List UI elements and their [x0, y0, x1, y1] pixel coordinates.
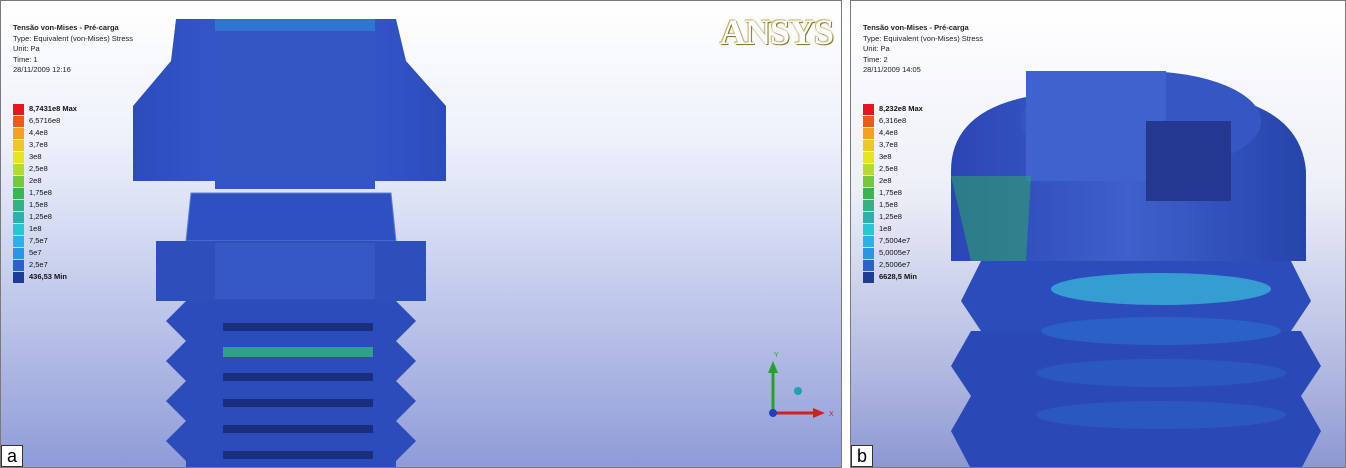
legend-label: 1,5e8: [29, 200, 48, 209]
axis-x-label: X: [829, 411, 834, 418]
legend-swatch: [863, 200, 874, 211]
axis-triad: [768, 361, 825, 418]
legend-label: 2e8: [879, 176, 892, 185]
legend-label: 2,5e8: [879, 164, 898, 173]
legend-label: 7,5004e7: [879, 236, 911, 245]
result-title: Tensão von-Mises - Pré-carga: [863, 23, 969, 32]
legend-swatch: [13, 236, 24, 247]
legend-label: 3,7e8: [29, 140, 48, 149]
legend-swatch: [13, 140, 24, 151]
legend-label: 1,5e8: [879, 200, 898, 209]
result-header-b: Tensão von-Mises - Pré-carga Type: Equiv…: [863, 23, 983, 76]
result-date: 28/11/2009 14:05: [863, 65, 921, 74]
legend-label: 6,5716e8: [29, 116, 61, 125]
legend-label: 4,4e8: [879, 128, 898, 137]
legend-label: 1e8: [879, 224, 892, 233]
legend-label: 1,75e8: [29, 188, 52, 197]
result-time: Time: 1: [13, 54, 38, 64]
legend-swatch: [863, 188, 874, 199]
thread-rings: [951, 261, 1321, 467]
legend-label: 8,232e8 Max: [879, 104, 923, 113]
legend-swatch: [863, 260, 874, 271]
legend-swatch: [863, 164, 874, 175]
panel-tag-a: a: [1, 445, 23, 467]
legend-swatch: [13, 248, 24, 259]
legend-swatch: [863, 248, 874, 259]
legend-swatch: [13, 272, 24, 283]
legend-label: 1,25e8: [879, 212, 902, 221]
result-time: Time: 2: [863, 54, 888, 64]
implant-cross-section-a: Y X: [133, 19, 834, 467]
legend-label: 2,5e8: [29, 164, 48, 173]
result-header-a: Tensão von-Mises - Pré-carga Type: Equiv…: [13, 23, 133, 76]
result-type: Type: Equivalent (von-Mises) Stress: [863, 33, 984, 43]
legend-swatch: [13, 188, 24, 199]
legend-swatch: [13, 128, 24, 139]
legend-swatch: [863, 128, 874, 139]
result-date: 28/11/2009 12:16: [13, 65, 71, 74]
implant-3d-view-b: [951, 71, 1321, 467]
panel-tag-b: b: [851, 445, 873, 467]
legend-label: 8,7431e8 Max: [29, 104, 77, 113]
fea-panel-b: Tensão von-Mises - Pré-carga Type: Equiv…: [850, 0, 1346, 468]
legend-swatch: [13, 176, 24, 187]
ansys-logo: ANSYS: [719, 12, 834, 52]
legend-label: 1e8: [29, 224, 42, 233]
legend-swatch: [13, 164, 24, 175]
legend-swatch: [863, 272, 874, 283]
legend-label: 7,5e7: [29, 236, 48, 245]
legend-label: 1,25e8: [29, 212, 52, 221]
legend-swatch: [13, 116, 24, 127]
legend-swatch: [13, 260, 24, 271]
legend-swatch: [863, 224, 874, 235]
result-type: Type: Equivalent (von-Mises) Stress: [13, 33, 134, 43]
legend-label: 6628,5 Min: [879, 272, 917, 281]
legend-label: 3e8: [879, 152, 892, 161]
legend-swatch: [863, 104, 874, 115]
legend-swatch: [863, 152, 874, 163]
legend-label: 1,75e8: [879, 188, 902, 197]
result-unit: Unit: Pa: [863, 44, 890, 53]
legend-swatch: [863, 236, 874, 247]
fea-panel-a: Y X Tensão von-Mises - Pré-carga Type: E…: [0, 0, 842, 468]
legend-swatch: [863, 140, 874, 151]
thread-slots: [223, 323, 373, 459]
legend-swatch: [863, 212, 874, 223]
legend-swatch: [13, 212, 24, 223]
legend-swatch: [13, 104, 24, 115]
result-unit: Unit: Pa: [13, 44, 40, 53]
legend-swatch: [13, 200, 24, 211]
legend-label: 5e7: [29, 248, 42, 257]
axis-y-label: Y: [774, 352, 779, 359]
legend-label: 2,5e7: [29, 260, 48, 269]
legend-label: 2,5006e7: [879, 260, 911, 269]
legend-swatch: [13, 224, 24, 235]
legend-swatch: [13, 152, 24, 163]
legend-label: 3e8: [29, 152, 42, 161]
legend-label: 4,4e8: [29, 128, 48, 137]
legend-label: 436,53 Min: [29, 272, 67, 281]
result-title: Tensão von-Mises - Pré-carga: [13, 23, 119, 32]
legend-label: 5,0005e7: [879, 248, 911, 257]
legend-label: 2e8: [29, 176, 42, 185]
legend-label: 6,316e8: [879, 116, 907, 125]
legend-label: 3,7e8: [879, 140, 898, 149]
legend-swatch: [863, 176, 874, 187]
legend-swatch: [863, 116, 874, 127]
